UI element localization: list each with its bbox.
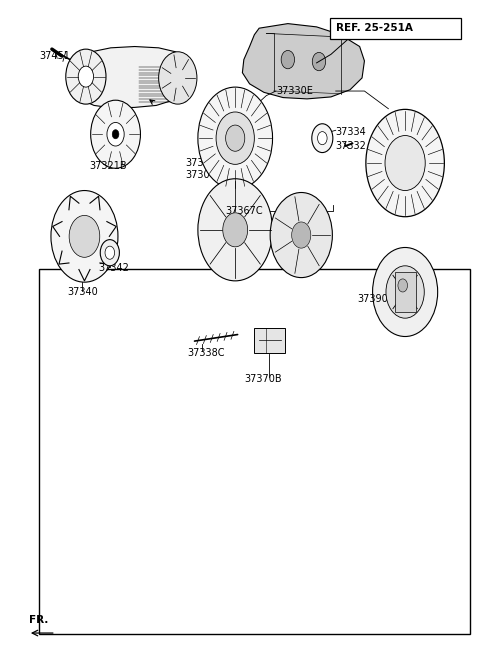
Polygon shape: [242, 24, 364, 99]
Circle shape: [292, 222, 311, 248]
Circle shape: [226, 125, 245, 152]
Circle shape: [318, 132, 327, 145]
Text: 37300A: 37300A: [185, 158, 222, 168]
Bar: [254, 328, 286, 353]
Text: 37334: 37334: [336, 127, 366, 136]
Text: 37340: 37340: [68, 287, 98, 297]
Text: 37300E: 37300E: [185, 171, 222, 180]
Circle shape: [270, 192, 332, 277]
Text: 37342: 37342: [99, 263, 130, 273]
Circle shape: [198, 178, 273, 281]
Circle shape: [281, 51, 295, 69]
Circle shape: [100, 239, 120, 266]
Text: 37338C: 37338C: [187, 348, 225, 358]
Bar: [39, 269, 470, 634]
Circle shape: [78, 66, 94, 87]
Circle shape: [312, 52, 325, 71]
Text: 37451: 37451: [39, 51, 70, 62]
Text: REF. 25-251A: REF. 25-251A: [336, 23, 413, 33]
Text: 37370B: 37370B: [245, 374, 282, 384]
Circle shape: [91, 100, 141, 169]
Text: 37390B: 37390B: [357, 293, 395, 304]
Text: 37330E: 37330E: [276, 86, 313, 96]
Circle shape: [372, 247, 438, 337]
Circle shape: [51, 190, 118, 282]
Polygon shape: [70, 47, 192, 108]
Circle shape: [112, 130, 119, 139]
Circle shape: [312, 124, 333, 153]
Circle shape: [366, 110, 444, 216]
Circle shape: [107, 123, 124, 146]
Text: FR.: FR.: [29, 615, 49, 625]
Text: 37367C: 37367C: [226, 207, 263, 216]
Circle shape: [198, 87, 273, 189]
Circle shape: [223, 213, 248, 247]
FancyBboxPatch shape: [330, 18, 461, 39]
Circle shape: [69, 215, 100, 257]
Circle shape: [216, 112, 254, 165]
Circle shape: [386, 266, 424, 318]
Circle shape: [66, 49, 106, 104]
Text: 37321B: 37321B: [89, 161, 127, 171]
Circle shape: [105, 246, 115, 259]
Text: 37332: 37332: [336, 141, 367, 151]
Circle shape: [398, 279, 408, 292]
Circle shape: [385, 136, 425, 190]
Circle shape: [158, 52, 197, 104]
Bar: [395, 272, 416, 312]
